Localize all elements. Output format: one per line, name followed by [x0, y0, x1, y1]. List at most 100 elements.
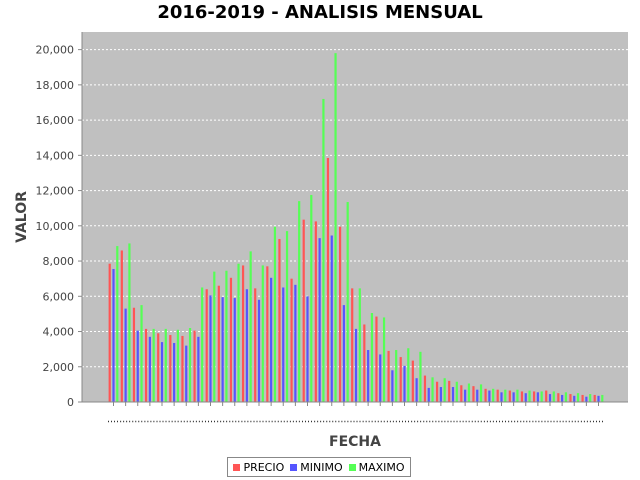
- bar-minimo: [391, 370, 394, 402]
- y-tick-label: 12,000: [36, 185, 75, 198]
- y-tick-label: 20,000: [36, 44, 75, 57]
- bar-precio: [448, 380, 451, 402]
- bar-precio: [229, 277, 233, 402]
- bar-maximo: [176, 329, 180, 402]
- bar-minimo: [597, 395, 600, 402]
- bar-maximo: [382, 317, 386, 402]
- legend-item-precio: PRECIO: [233, 461, 284, 474]
- y-tick-label: 16,000: [36, 114, 75, 127]
- x-axis-ticks: [108, 402, 604, 423]
- bar-precio: [508, 390, 511, 402]
- bar-precio: [569, 394, 572, 402]
- bar-precio: [326, 157, 330, 402]
- y-tick-label: 2,000: [43, 361, 75, 374]
- bar-minimo: [536, 392, 539, 402]
- bar-maximo: [589, 394, 592, 402]
- legend: PRECIO MINIMO MAXIMO: [227, 457, 411, 477]
- bar-maximo: [298, 201, 301, 402]
- bar-maximo: [370, 313, 374, 402]
- y-axis-label: VALOR: [14, 191, 30, 243]
- y-tick-label: 14,000: [36, 149, 75, 162]
- bar-precio: [557, 393, 560, 402]
- bar-maximo: [322, 98, 325, 402]
- y-tick-label: 10,000: [36, 220, 75, 233]
- bar-minimo: [415, 378, 418, 402]
- bar-maximo: [152, 328, 155, 402]
- bar-maximo: [431, 377, 434, 402]
- bar-minimo: [524, 393, 527, 402]
- legend-item-minimo: MINIMO: [290, 461, 343, 474]
- bar-precio: [338, 226, 342, 402]
- bar-maximo: [516, 389, 519, 402]
- bar-precio: [302, 219, 305, 402]
- bar-minimo: [245, 289, 248, 402]
- bar-precio: [266, 266, 269, 402]
- bar-precio: [144, 328, 148, 402]
- bar-precio: [157, 333, 160, 402]
- bar-minimo: [233, 298, 236, 402]
- bar-precio: [532, 391, 536, 402]
- bar-precio: [290, 278, 293, 402]
- bar-precio: [472, 386, 475, 402]
- bar-maximo: [261, 265, 264, 402]
- bar-minimo: [585, 396, 588, 402]
- legend-item-maximo: MAXIMO: [348, 460, 405, 474]
- bar-minimo: [330, 235, 333, 402]
- bar-precio: [411, 360, 414, 402]
- bar-minimo: [282, 287, 285, 402]
- bar-minimo: [160, 342, 164, 402]
- bar-maximo: [455, 381, 458, 402]
- legend-label-precio: PRECIO: [243, 460, 285, 474]
- x-axis-label: FECHA: [329, 434, 381, 450]
- bar-maximo: [188, 328, 192, 402]
- bar-minimo: [512, 392, 515, 402]
- bar-maximo: [249, 251, 252, 402]
- y-tick-label: 4,000: [43, 326, 75, 339]
- bar-precio: [278, 239, 281, 402]
- bar-minimo: [379, 354, 382, 402]
- bar-maximo: [334, 53, 337, 402]
- legend-swatch-minimo: [290, 463, 298, 471]
- bar-maximo: [443, 378, 446, 402]
- bar-minimo: [464, 389, 467, 402]
- bar-precio: [254, 288, 257, 402]
- bar-precio: [193, 330, 196, 402]
- bar-maximo: [237, 263, 240, 402]
- bar-minimo: [148, 336, 151, 402]
- bar-minimo: [112, 268, 115, 402]
- bar-minimo: [451, 387, 455, 402]
- bar-maximo: [201, 287, 204, 402]
- legend-swatch-precio: [233, 463, 241, 471]
- bar-maximo: [358, 288, 361, 402]
- bar-maximo: [601, 394, 604, 402]
- bar-precio: [399, 357, 402, 402]
- bar-precio: [460, 385, 463, 402]
- bar-precio: [205, 289, 208, 402]
- bar-minimo: [136, 330, 139, 402]
- bar-minimo: [354, 328, 358, 402]
- bar-minimo: [197, 336, 200, 402]
- legend-label-maximo: MAXIMO: [358, 460, 405, 474]
- bar-precio: [217, 285, 220, 402]
- y-tick-label: 18,000: [36, 79, 75, 92]
- bar-minimo: [342, 305, 345, 402]
- bar-maximo: [310, 194, 313, 402]
- bar-maximo: [540, 391, 543, 402]
- bar-precio: [593, 394, 596, 402]
- bar-maximo: [576, 393, 580, 402]
- bar-minimo: [173, 342, 176, 402]
- bar-precio: [181, 335, 184, 402]
- bar-maximo: [128, 243, 131, 402]
- bar-minimo: [573, 395, 576, 402]
- bar-maximo: [273, 226, 277, 402]
- bar-maximo: [564, 392, 568, 402]
- bar-precio: [314, 221, 317, 402]
- bar-minimo: [306, 296, 309, 402]
- y-tick-label: 6,000: [43, 290, 75, 303]
- bar-precio: [545, 390, 548, 402]
- bar-maximo: [528, 390, 531, 402]
- bar-minimo: [403, 365, 406, 402]
- chart-title: 2016-2019 - ANALISIS MENSUAL: [157, 2, 483, 23]
- bar-minimo: [500, 392, 503, 402]
